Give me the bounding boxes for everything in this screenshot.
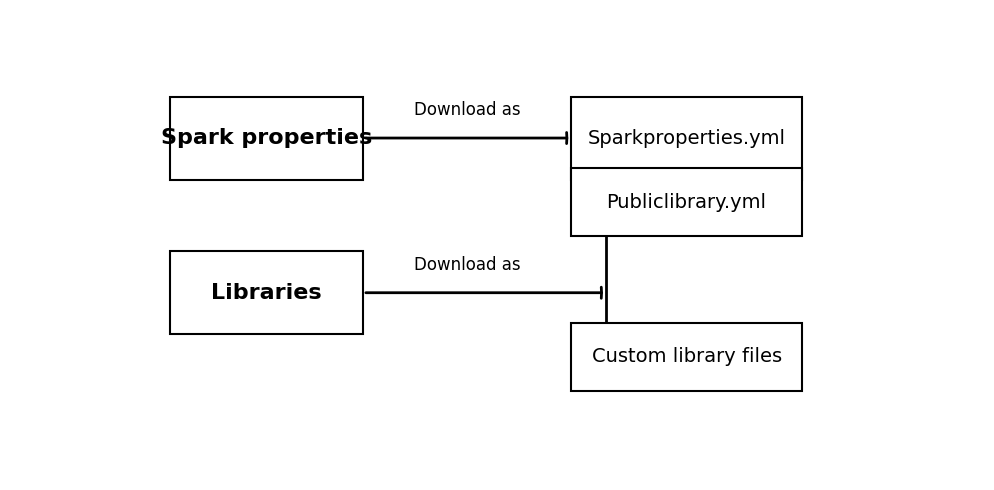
FancyBboxPatch shape (171, 251, 363, 334)
FancyBboxPatch shape (571, 323, 802, 391)
Text: Custom library files: Custom library files (591, 347, 781, 367)
FancyBboxPatch shape (171, 97, 363, 179)
Text: Publiclibrary.yml: Publiclibrary.yml (606, 193, 766, 212)
Text: Libraries: Libraries (212, 283, 322, 303)
FancyBboxPatch shape (571, 168, 802, 236)
Text: Download as: Download as (414, 101, 521, 119)
Text: Spark properties: Spark properties (161, 128, 373, 148)
Text: Sparkproperties.yml: Sparkproperties.yml (587, 128, 785, 147)
Text: Download as: Download as (414, 256, 521, 274)
FancyBboxPatch shape (571, 97, 802, 179)
